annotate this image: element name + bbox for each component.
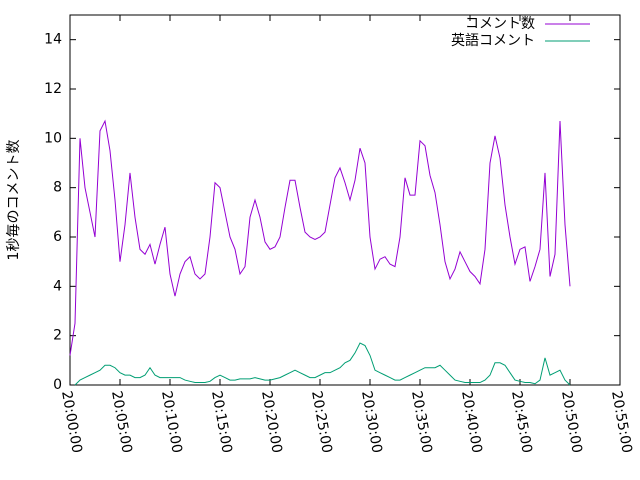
x-tick-label: 20:55:00	[608, 390, 635, 455]
x-tick-label: 20:45:00	[508, 390, 535, 455]
x-tick-label: 20:50:00	[558, 390, 585, 455]
x-tick-label: 20:25:00	[308, 390, 335, 455]
x-tick-label: 20:40:00	[458, 390, 485, 455]
x-tick-label: 20:20:00	[258, 390, 285, 455]
y-tick-label: 14	[44, 32, 62, 48]
y-tick-label: 10	[44, 130, 62, 146]
y-axis-label: 1秒毎のコメント数	[6, 140, 22, 261]
y-tick-label: 2	[53, 328, 62, 344]
x-tick-label: 20:30:00	[358, 390, 385, 455]
y-tick-label: 0	[53, 377, 62, 393]
series-line	[74, 342, 571, 386]
x-tick-label: 20:10:00	[158, 390, 185, 455]
x-tick-label: 20:15:00	[208, 390, 235, 455]
x-tick-label: 20:05:00	[108, 390, 135, 455]
plot-frame	[69, 14, 621, 386]
legend-label: 英語コメント	[451, 32, 535, 49]
y-tick-label: 12	[44, 81, 62, 97]
x-tick-label: 20:00:00	[58, 390, 85, 455]
series-line	[69, 119, 571, 356]
x-tick-label: 20:35:00	[408, 390, 435, 455]
y-tick-label: 8	[53, 180, 62, 196]
y-tick-label: 4	[53, 278, 62, 294]
legend-label: コメント数	[465, 16, 535, 32]
y-tick-label: 6	[53, 229, 62, 245]
